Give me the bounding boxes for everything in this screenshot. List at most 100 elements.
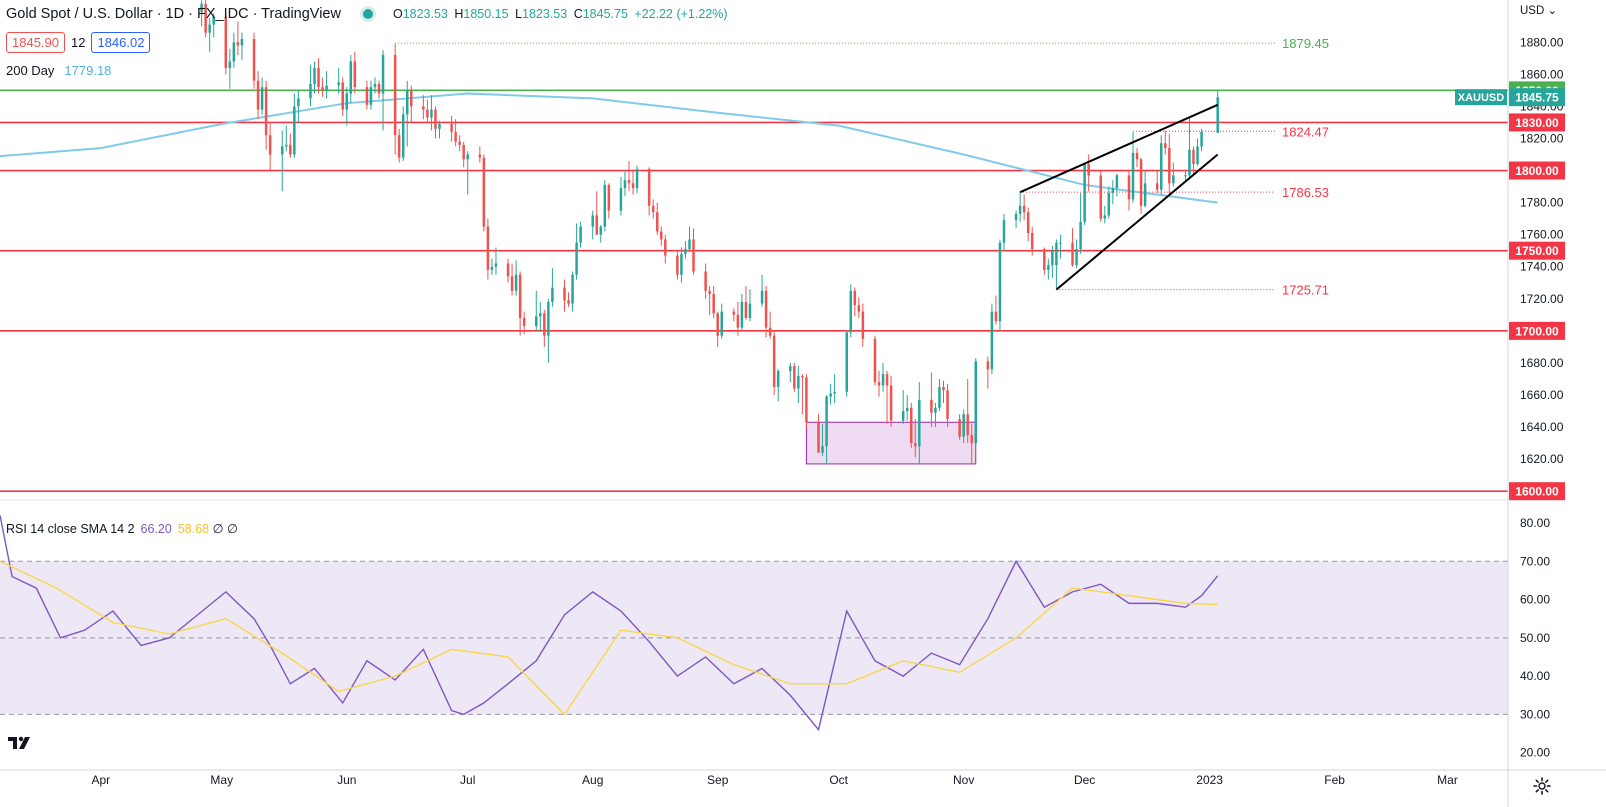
candle-body [660, 231, 663, 240]
candle-body [881, 374, 885, 386]
candle-body [1071, 242, 1074, 266]
price-tick-label: 1680.00 [1520, 356, 1564, 370]
candle-body [377, 83, 381, 94]
time-tick-label: Jul [460, 773, 475, 787]
time-tick-label: Nov [953, 773, 974, 787]
candle-body [817, 422, 820, 453]
time-tick-label: Dec [1074, 773, 1095, 787]
time-tick-label: Oct [829, 773, 848, 787]
level-tag [1509, 113, 1565, 132]
rsi-legend[interactable]: RSI 14 close SMA 14 2 66.20 58.68 ∅ ∅ [6, 521, 238, 536]
candle-body [393, 55, 397, 136]
candle-body [998, 242, 1002, 322]
candle-body [1002, 220, 1006, 243]
time-tick-label: May [210, 773, 233, 787]
candle-body [466, 154, 469, 160]
ohlc-values: O1823.53 H1850.15 L1823.53 C1845.75 +22.… [393, 7, 731, 21]
price-tick-label: 1820.00 [1520, 131, 1564, 145]
level-tag [1509, 161, 1565, 180]
candle-body [260, 87, 264, 110]
currency-label[interactable]: USD ⌄ [1520, 5, 1557, 17]
candle-body [381, 55, 385, 94]
candle-body [410, 90, 413, 107]
candle-body [341, 82, 344, 110]
ma-legend-value: 1779.18 [64, 63, 112, 78]
candle-body [1168, 148, 1171, 184]
ma-legend[interactable]: 200 Day 1779.18 [6, 63, 111, 78]
candle-body [986, 361, 990, 370]
candle-body [208, 24, 211, 33]
candle-body [647, 168, 651, 206]
candle-body [736, 314, 740, 328]
candle-body [1107, 192, 1111, 216]
candle-body [1030, 233, 1034, 250]
candle-body [829, 393, 832, 397]
rsi-sma-polyline[interactable] [0, 560, 1218, 716]
time-axis[interactable]: Apr May Jun Jul Aug Sep Oct Nov Dec 2023 Feb Mar [0, 769, 1606, 787]
time-tick-label: Feb [1324, 773, 1345, 787]
candle-body [595, 215, 598, 235]
candle-body [353, 61, 357, 88]
candle-body [567, 300, 570, 304]
tradingview-logo-icon[interactable] [6, 733, 34, 753]
candle-body [510, 276, 514, 291]
wedge-trend-line[interactable] [1055, 153, 1219, 291]
candle-body [1139, 159, 1143, 206]
candle-body [1018, 205, 1022, 214]
candle-body [688, 239, 691, 250]
symbol-title[interactable]: Gold Spot / U.S. Dollar · 1D · FX_IDC · … [6, 6, 341, 22]
wedge-trend-line[interactable] [1019, 103, 1219, 194]
settings-gear-icon[interactable] [1532, 776, 1552, 796]
trend-lines[interactable] [1019, 103, 1219, 291]
sell-price-button[interactable]: 1845.90 [6, 32, 65, 53]
buy-price-button[interactable]: 1846.02 [91, 32, 151, 53]
candle-body [397, 135, 401, 158]
dotted-level-label: 1824.47 [1282, 124, 1329, 139]
candle-body [539, 313, 542, 317]
price-axis[interactable]: USD ⌄ 1620.00 1640.00 1660.00 1680.00 1700.00… [1455, 0, 1565, 807]
candle-body [651, 205, 655, 213]
candle-body [563, 287, 566, 301]
rsi-tick-label: 50.00 [1520, 631, 1550, 645]
support-rectangle[interactable] [805, 421, 977, 465]
candle-body [704, 271, 707, 291]
candle-body [599, 226, 603, 235]
candle-body [297, 98, 300, 107]
candle-body [1087, 164, 1090, 176]
candle-body [821, 446, 824, 453]
candle-body [720, 311, 723, 336]
candle-body [1022, 205, 1026, 213]
candle-body [825, 396, 828, 447]
symbol-tag [1455, 89, 1507, 106]
candle-body [518, 274, 522, 319]
candle-body [1055, 242, 1058, 266]
candle-body [772, 335, 776, 387]
candle-body [268, 135, 272, 155]
candle-body [551, 287, 554, 302]
candle-body [845, 332, 848, 392]
candle-body [522, 318, 526, 327]
candle-body [764, 290, 768, 328]
candle-body [365, 87, 369, 105]
rsi-polyline[interactable] [0, 515, 1219, 732]
price-tick-label: 1620.00 [1520, 452, 1564, 466]
candle-body [684, 249, 687, 254]
price-tick-label: 1760.00 [1520, 228, 1564, 242]
candle-body [631, 183, 635, 189]
candle-body [1111, 188, 1115, 193]
chart-header: Gold Spot / U.S. Dollar · 1D · FX_IDC · … [6, 6, 731, 22]
candle-body [708, 290, 711, 294]
candle-body [1192, 149, 1195, 165]
time-tick-label: Mar [1437, 773, 1458, 787]
open-key: O [392, 7, 403, 21]
candle-body [776, 370, 780, 387]
candle-body [369, 87, 373, 105]
candle-body [768, 327, 772, 336]
horizontal-levels[interactable]: 1879.45 1824.47 1786.53 1725.71 [0, 36, 1508, 492]
price-tick-label: 1860.00 [1520, 67, 1564, 81]
candle-body [1200, 132, 1203, 147]
candle-body [962, 414, 965, 437]
candle-body [853, 290, 857, 306]
ma200-polyline[interactable] [0, 92, 1218, 204]
